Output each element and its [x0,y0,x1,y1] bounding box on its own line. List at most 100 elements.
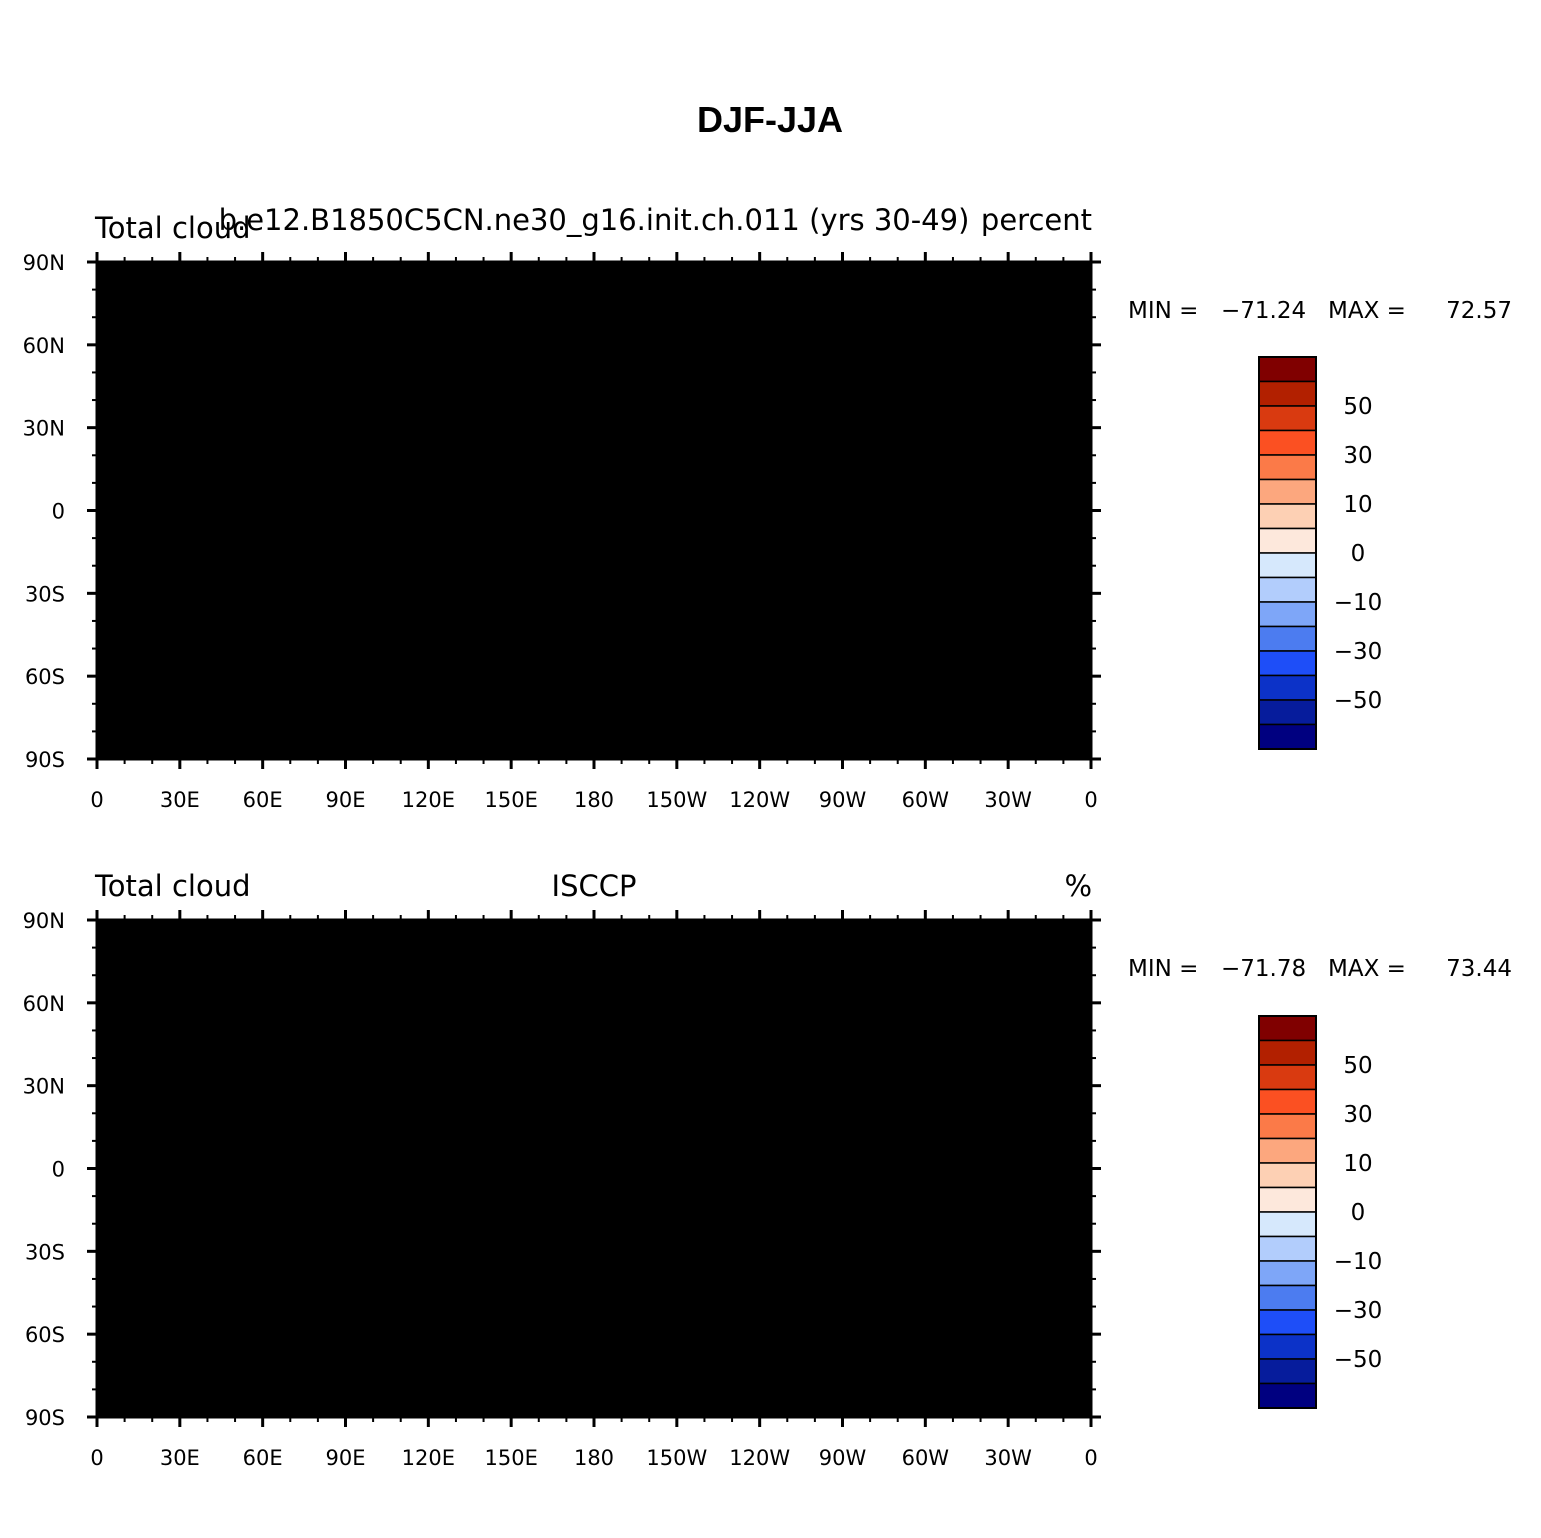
model-lon-label: 180 [574,788,614,812]
colorbar-obs: 50 30 10 0 −10 −30 −50 [1258,1015,1383,1409]
stats-model-min: −71.24 [1221,298,1306,324]
colorbar-obs-label: 50 [1343,1053,1372,1079]
colorbar-model-swatch [1258,380,1317,407]
obs-lon-label: 120E [402,1446,455,1470]
model-lon-label: 0 [1084,788,1097,812]
obs-lon-label: 120W [729,1446,790,1470]
colorbar-obs-swatch [1258,1162,1317,1189]
colorbar-obs-swatch [1258,1358,1317,1385]
colorbar-obs-swatch [1258,1260,1317,1287]
model-lon-label: 60E [243,788,283,812]
colorbar-obs-swatch [1258,1211,1317,1238]
colorbar-obs-label: −30 [1334,1298,1383,1324]
colorbar-obs-swatch [1258,1113,1317,1140]
colorbar-obs-frame [1258,1015,1317,1409]
colorbar-obs-swatch [1258,1333,1317,1360]
model-lat-label: 60N [23,334,65,358]
stats-obs-max: 73.44 [1446,956,1512,982]
colorbar-model-swatch [1258,478,1317,505]
axes-model: 90N 60N 30N 0 30S 60S 90S 0 30E 60E 90E 120E 150E 180… [23,251,1101,812]
model-lon-label: 0 [90,788,103,812]
model-lat-label: 30N [23,417,65,441]
colorbar-model-swatch [1258,625,1317,652]
colorbar-obs-swatch [1258,1064,1317,1091]
model-lon-label: 30E [160,788,200,812]
colorbar-obs-label: 0 [1351,1200,1366,1226]
stats-model-max: 72.57 [1446,298,1512,324]
model-lat-label: 90S [25,748,65,772]
obs-lat-label: 90S [25,1406,65,1430]
colorbar-obs-swatch [1258,1015,1317,1042]
colorbar-obs-swatch [1258,1137,1317,1164]
panel-obs-right-title: % [1064,869,1092,903]
stats-obs-min: −71.78 [1221,956,1306,982]
colorbar-model-swatch [1258,601,1317,628]
obs-lon-label: 0 [1084,1446,1097,1470]
colorbar-model-label: 50 [1343,394,1372,420]
figure-title: DJF-JJA [697,99,843,140]
panel-obs-left-title: Total cloud [94,869,250,903]
colorbar-model: 50 30 10 0 −10 −30 −50 [1258,356,1383,750]
obs-lon-label: 90W [819,1446,867,1470]
panel-model-center-title: b.e12.B1850C5CN.ne30_g16.init.ch.011 (yr… [219,203,970,237]
colorbar-model-label: 10 [1343,492,1372,518]
colorbar-model-swatch [1258,454,1317,481]
panel-obs [97,920,1091,1417]
obs-lon-label: 0 [90,1446,103,1470]
obs-lon-label: 60W [902,1446,950,1470]
model-lon-label: 120E [402,788,455,812]
obs-lon-label: 60E [243,1446,283,1470]
colorbar-obs-label: −10 [1334,1249,1383,1275]
obs-lat-label: 60S [25,1323,65,1347]
colorbar-model-swatch [1258,527,1317,554]
obs-lat-label: 0 [52,1158,65,1182]
model-lon-label: 90W [819,788,867,812]
colorbar-obs-swatch [1258,1186,1317,1213]
colorbar-model-swatch [1258,674,1317,701]
model-lon-label: 150E [484,788,537,812]
colorbar-model-label: −50 [1334,688,1383,714]
model-lat-label: 90N [23,251,65,275]
colorbar-obs-swatch [1258,1309,1317,1336]
obs-lon-label: 90E [326,1446,366,1470]
colorbar-model-swatch [1258,723,1317,750]
colorbar-model-label: −10 [1334,590,1383,616]
obs-lat-label: 30N [23,1075,65,1099]
stats-model-min-label: MIN = [1128,298,1206,324]
colorbar-obs-swatch [1258,1235,1317,1262]
stats-obs-min-label: MIN = [1128,956,1206,982]
colorbar-obs-swatch [1258,1382,1317,1409]
stats-obs: MIN = −71.78 MAX = 73.44 [1128,956,1512,982]
model-lat-label: 30S [25,582,65,606]
model-lat-label: 60S [25,665,65,689]
stats-obs-max-label: MAX = [1328,956,1413,982]
colorbar-obs-label: −50 [1334,1347,1383,1373]
model-lon-label: 60W [902,788,950,812]
obs-lon-label: 180 [574,1446,614,1470]
colorbar-obs-swatch [1258,1039,1317,1066]
stats-model-max-label: MAX = [1328,298,1413,324]
colorbar-model-swatch [1258,699,1317,726]
panel-model-left-title: Total cloud [94,211,250,245]
panel-model-right-title: percent [981,203,1092,237]
colorbar-model-swatch [1258,552,1317,579]
obs-lon-label: 30E [160,1446,200,1470]
colorbar-model-label: −30 [1334,639,1383,665]
obs-lat-label: 30S [25,1240,65,1264]
colorbar-model-frame [1258,356,1317,750]
colorbar-model-label: 30 [1343,443,1372,469]
model-lon-label: 90E [326,788,366,812]
colorbar-model-swatch [1258,405,1317,432]
model-lon-label: 120W [729,788,790,812]
colorbar-model-swatch [1258,503,1317,530]
obs-lon-label: 30W [984,1446,1032,1470]
axes-obs: 90N 60N 30N 0 30S 60S 90S 0 30E 60E 90E 120E 150E 180… [23,909,1101,1470]
colorbar-obs-swatch [1258,1088,1317,1115]
stats-model: MIN = −71.24 MAX = 72.57 [1128,298,1512,324]
colorbar-model-swatch [1258,429,1317,456]
colorbar-obs-swatch [1258,1284,1317,1311]
obs-lon-label: 150W [646,1446,707,1470]
coastlines-obs [97,940,1091,1405]
obs-lon-label: 150E [484,1446,537,1470]
